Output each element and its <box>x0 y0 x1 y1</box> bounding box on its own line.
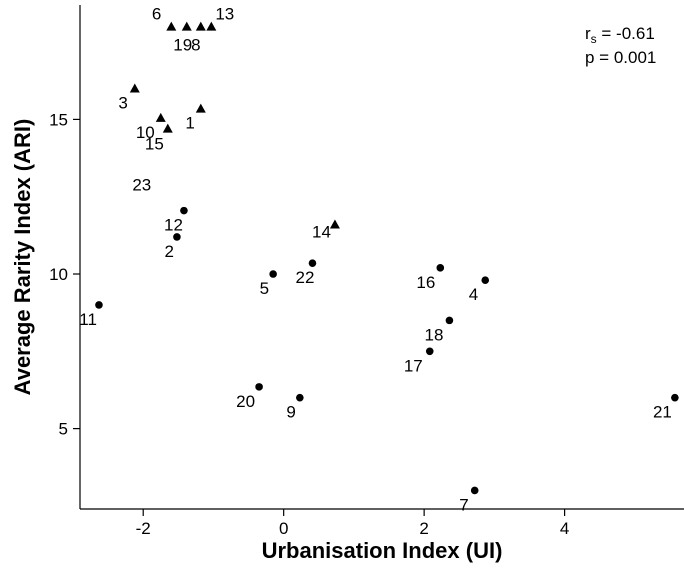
point-label-2: 2 <box>164 242 173 261</box>
circle-point-12 <box>180 206 188 215</box>
triangle-point-3 <box>129 83 140 93</box>
point-label-14: 14 <box>312 223 331 242</box>
triangle-point-8 <box>195 21 206 31</box>
point-label-7: 7 <box>459 495 468 514</box>
circle-point-21 <box>671 393 679 402</box>
triangle-point-13 <box>206 21 217 31</box>
triangle-point-1 <box>195 103 206 113</box>
point-label-21: 21 <box>653 403 672 422</box>
point-label-20: 20 <box>236 392 255 411</box>
point-label-15: 15 <box>145 135 164 154</box>
r-symbol: r <box>585 24 591 43</box>
triangle-point-10 <box>155 112 166 122</box>
circle-point-11 <box>95 301 103 309</box>
point-label-19: 19 <box>173 36 192 55</box>
point-label-1: 1 <box>185 114 194 133</box>
point-label-13: 13 <box>215 5 234 24</box>
point-label-3: 3 <box>118 93 127 112</box>
point-label-8: 8 <box>191 36 200 55</box>
point-label-22: 22 <box>296 268 315 287</box>
data-marks <box>95 21 679 495</box>
y-axis-title: Average Rarity Index (ARI) <box>10 119 35 396</box>
point-label-4: 4 <box>469 285 478 304</box>
circle-point-7 <box>470 486 479 495</box>
x-tick-label: -2 <box>136 519 151 538</box>
point-label-10: 10 <box>136 123 155 142</box>
spearman-r-text: rs = -0.61 <box>585 24 655 46</box>
circle-point-5 <box>269 270 277 278</box>
axes <box>79 5 684 510</box>
y-tick-label: 5 <box>59 420 68 439</box>
point-label-6: 6 <box>152 5 161 24</box>
circle-point-16 <box>436 264 445 272</box>
correlation-annotation: rs = -0.61 p = 0.001 <box>585 24 656 67</box>
y-tick-label: 10 <box>49 265 68 284</box>
circle-point-17 <box>425 347 434 356</box>
triangle-point-14 <box>329 219 340 229</box>
x-tick-label: 2 <box>419 519 428 538</box>
y-tick-label: 15 <box>49 110 68 129</box>
triangle-point-15 <box>162 123 173 133</box>
point-label-11: 11 <box>79 310 97 329</box>
point-label-23: 23 <box>132 175 151 194</box>
r-subscript: s <box>591 32 597 46</box>
r-value: = -0.61 <box>597 24 655 43</box>
point-label-5: 5 <box>260 279 269 298</box>
point-label-12: 12 <box>164 216 183 235</box>
circle-point-20 <box>255 383 263 391</box>
point-label-17: 17 <box>404 356 423 375</box>
point-label-9: 9 <box>286 403 295 422</box>
x-tick-label: 0 <box>279 519 288 538</box>
point-label-18: 18 <box>425 325 444 344</box>
triangle-point-19 <box>181 21 192 31</box>
x-axis-title: Urbanisation Index (UI) <box>262 538 503 563</box>
triangle-point-6 <box>166 21 177 31</box>
x-tick-label: 4 <box>560 519 569 538</box>
p-value-text: p = 0.001 <box>585 48 656 67</box>
circle-point-2 <box>173 233 181 241</box>
circle-point-4 <box>481 276 490 284</box>
circle-point-9 <box>296 393 304 402</box>
circle-point-22 <box>308 259 317 267</box>
circle-point-18 <box>445 316 454 325</box>
x-ticks: -2 0 2 4 <box>136 509 569 538</box>
y-ticks: 5 10 15 <box>49 110 80 439</box>
point-label-16: 16 <box>416 273 435 292</box>
